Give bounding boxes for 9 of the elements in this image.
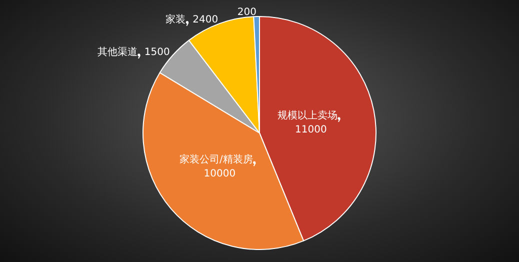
data-label: 1500	[144, 47, 170, 58]
slice-label: 规模以上卖场	[277, 109, 338, 122]
data-label: 2400	[192, 14, 218, 26]
slice-label: 家装公司/精装房	[179, 154, 253, 166]
data-label: 11000	[295, 124, 327, 136]
legend-label: 其他渠道	[97, 46, 138, 58]
slice-label: 家装	[166, 13, 186, 26]
data-label: 200	[237, 7, 256, 18]
data-label: 10000	[204, 168, 236, 180]
